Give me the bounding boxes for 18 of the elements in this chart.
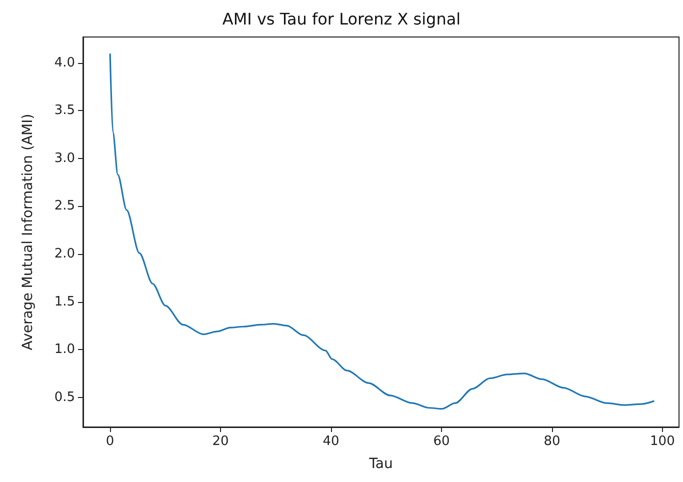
y-tick-label: 0.5 — [54, 390, 75, 405]
x-tick-label: 60 — [433, 434, 450, 449]
x-axis-title: Tau — [368, 456, 393, 472]
x-tick-label: 80 — [544, 434, 560, 449]
y-tick-label: 1.0 — [54, 342, 75, 358]
x-tick-label: 20 — [212, 434, 229, 449]
chart-title: AMI vs Tau for Lorenz X signal — [222, 10, 461, 28]
y-tick-label: 3.5 — [54, 103, 75, 118]
x-tick-label: 0 — [106, 434, 114, 449]
y-tick-label: 4.0 — [54, 55, 75, 70]
y-tick-label: 2.0 — [54, 246, 75, 262]
line-series — [109, 53, 654, 410]
y-tick-label: 1.5 — [54, 294, 75, 310]
x-tick-label: 40 — [322, 434, 340, 449]
x-tick-label: 100 — [650, 434, 675, 449]
y-axis-title: Average Mutual Information (AMI) — [20, 114, 36, 350]
y-tick-label: 3.0 — [54, 150, 75, 166]
y-tick-label: 2.5 — [54, 198, 75, 214]
